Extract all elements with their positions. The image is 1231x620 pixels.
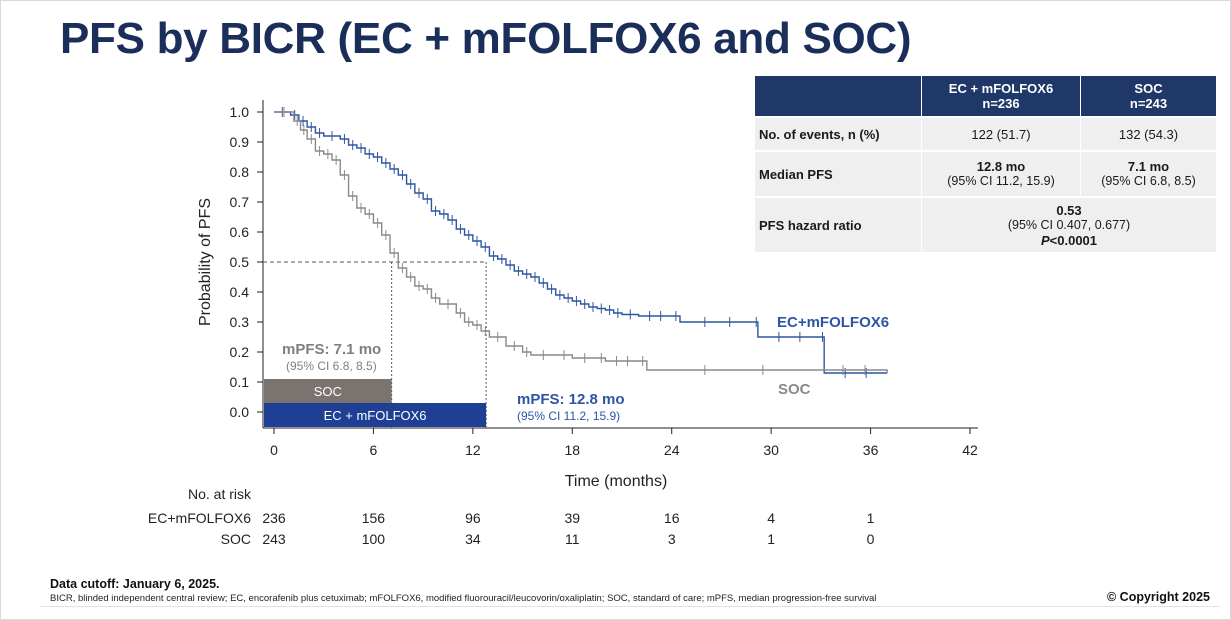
hr-cell: 0.53 (95% CI 0.407, 0.677) P<0.0001	[921, 196, 1216, 252]
hr-p-italic: P	[1040, 232, 1050, 248]
risk-row-name: EC+mFOLFOX6	[148, 510, 251, 526]
median-ec: 12.8 mo	[976, 159, 1026, 174]
y-tick-label: 1.0	[230, 104, 250, 120]
y-tick-label: 0.0	[230, 404, 250, 420]
header-soc-name: SOC	[1134, 81, 1163, 96]
median-ec-cell: 12.8 mo (95% CI 11.2, 15.9)	[921, 150, 1081, 197]
ec-median-text: mPFS: 12.8 mo	[517, 391, 625, 408]
events-label: No. of events, n (%)	[755, 116, 922, 151]
ec-median-bar	[264, 403, 487, 427]
risk-table: No. at risk EC+mFOLFOX6 236 156 96 39 16 4 1 SOC 2…	[148, 486, 875, 547]
x-tick-label: 12	[465, 442, 481, 458]
y-tick-label: 0.7	[230, 194, 250, 210]
stats-header-soc: SOC n=243	[1080, 76, 1216, 117]
risk-value: 1	[867, 510, 875, 526]
soc-curve	[274, 111, 888, 373]
median-bars: SOC EC + mFOLFOX6	[263, 261, 487, 428]
x-tick-label: 0	[270, 442, 278, 458]
risk-value: 96	[465, 510, 481, 526]
median-ec-ci: (95% CI 11.2, 15.9)	[947, 174, 1055, 188]
y-tick-label: 0.2	[230, 344, 250, 360]
slide-title: PFS by BICR (EC + mFOLFOX6 and SOC)	[60, 14, 912, 63]
y-tick-label: 0.4	[230, 284, 250, 300]
ec-series-label: EC+mFOLFOX6	[777, 314, 889, 331]
stats-row-median: Median PFS 12.8 mo (95% CI 11.2, 15.9) 7…	[755, 150, 1216, 197]
soc-median-text: mPFS: 7.1 mo	[282, 341, 381, 358]
risk-value: 11	[565, 531, 580, 547]
risk-value: 236	[262, 510, 286, 526]
copyright: © Copyright 2025	[1107, 590, 1210, 604]
stats-row-hr: PFS hazard ratio 0.53 (95% CI 0.407, 0.6…	[755, 196, 1216, 252]
ec-bar-label: EC + mFOLFOX6	[324, 408, 427, 423]
data-cutoff: Data cutoff: January 6, 2025.	[50, 577, 220, 591]
chart-curves	[274, 107, 888, 378]
hr-ci: (95% CI 0.407, 0.677)	[1007, 217, 1131, 232]
risk-value: 156	[362, 510, 386, 526]
stats-header-ec: EC + mFOLFOX6 n=236	[921, 76, 1081, 117]
x-tick-label: 6	[370, 442, 378, 458]
x-tick-label: 36	[863, 442, 879, 458]
stats-row-events: No. of events, n (%) 122 (51.7) 132 (54.…	[755, 116, 1216, 151]
risk-value: 39	[564, 510, 580, 526]
header-ec-n: n=236	[982, 96, 1020, 111]
header-soc-n: n=243	[1129, 96, 1168, 111]
risk-value: 100	[362, 531, 386, 547]
x-tick-label: 24	[664, 442, 680, 458]
y-tick-label: 0.5	[230, 254, 250, 270]
risk-table-title: No. at risk	[188, 486, 252, 502]
soc-median-bar	[264, 379, 392, 403]
y-tick-label: 0.1	[230, 374, 250, 390]
median-soc: 7.1 mo	[1127, 159, 1170, 174]
y-tick-label: 0.8	[230, 164, 250, 180]
risk-value: 34	[465, 531, 481, 547]
risk-value: 3	[668, 531, 676, 547]
median-soc-ci: (95% CI 6.8, 8.5)	[1101, 174, 1196, 188]
footer-divider	[40, 606, 1220, 607]
median-label: Median PFS	[755, 150, 922, 197]
ec-median-ci: (95% CI 11.2, 15.9)	[517, 409, 620, 423]
risk-value: 4	[767, 510, 775, 526]
header-ec-name: EC + mFOLFOX6	[948, 81, 1054, 96]
x-axis-label: Time (months)	[565, 473, 668, 490]
y-tick-label: 0.9	[230, 134, 250, 150]
soc-series-label: SOC	[778, 381, 811, 398]
risk-value: 0	[867, 531, 875, 547]
hr-p-rest: <0.0001	[1049, 232, 1098, 248]
x-tick-label: 18	[564, 442, 580, 458]
chart-axes: 0.0 0.1 0.2 0.3 0.4 0.5 0.6 0.7 0.8 0.9 1.0 0 6 12 18 2…	[197, 100, 978, 490]
soc-bar-label: SOC	[314, 384, 342, 399]
y-axis-label: Probability of PFS	[197, 198, 214, 326]
x-tick-label: 42	[962, 442, 978, 458]
stats-table: EC + mFOLFOX6 n=236 SOC n=243 No. of eve…	[755, 76, 1216, 252]
hr-p: P<0.0001	[926, 233, 1212, 248]
stats-header-blank	[755, 76, 922, 117]
y-tick-label: 0.6	[230, 224, 250, 240]
events-soc: 132 (54.3)	[1080, 116, 1216, 151]
risk-row-name: SOC	[221, 531, 251, 547]
x-tick-label: 30	[763, 442, 779, 458]
y-tick-label: 0.3	[230, 314, 250, 330]
abbreviations: BICR, blinded independent central review…	[50, 593, 877, 604]
chart-annotations: mPFS: 7.1 mo(95% CI 6.8, 8.5) mPFS: 12.8 …	[282, 314, 889, 423]
median-soc-cell: 7.1 mo (95% CI 6.8, 8.5)	[1080, 150, 1216, 197]
risk-value: 16	[664, 510, 680, 526]
ec-curve	[274, 111, 888, 374]
hr-value: 0.53	[1056, 202, 1082, 218]
soc-median-ci: (95% CI 6.8, 8.5)	[286, 359, 377, 373]
hr-label: PFS hazard ratio	[755, 196, 922, 252]
risk-value: 1	[767, 531, 775, 547]
events-ec: 122 (51.7)	[921, 116, 1081, 151]
risk-value: 243	[262, 531, 286, 547]
